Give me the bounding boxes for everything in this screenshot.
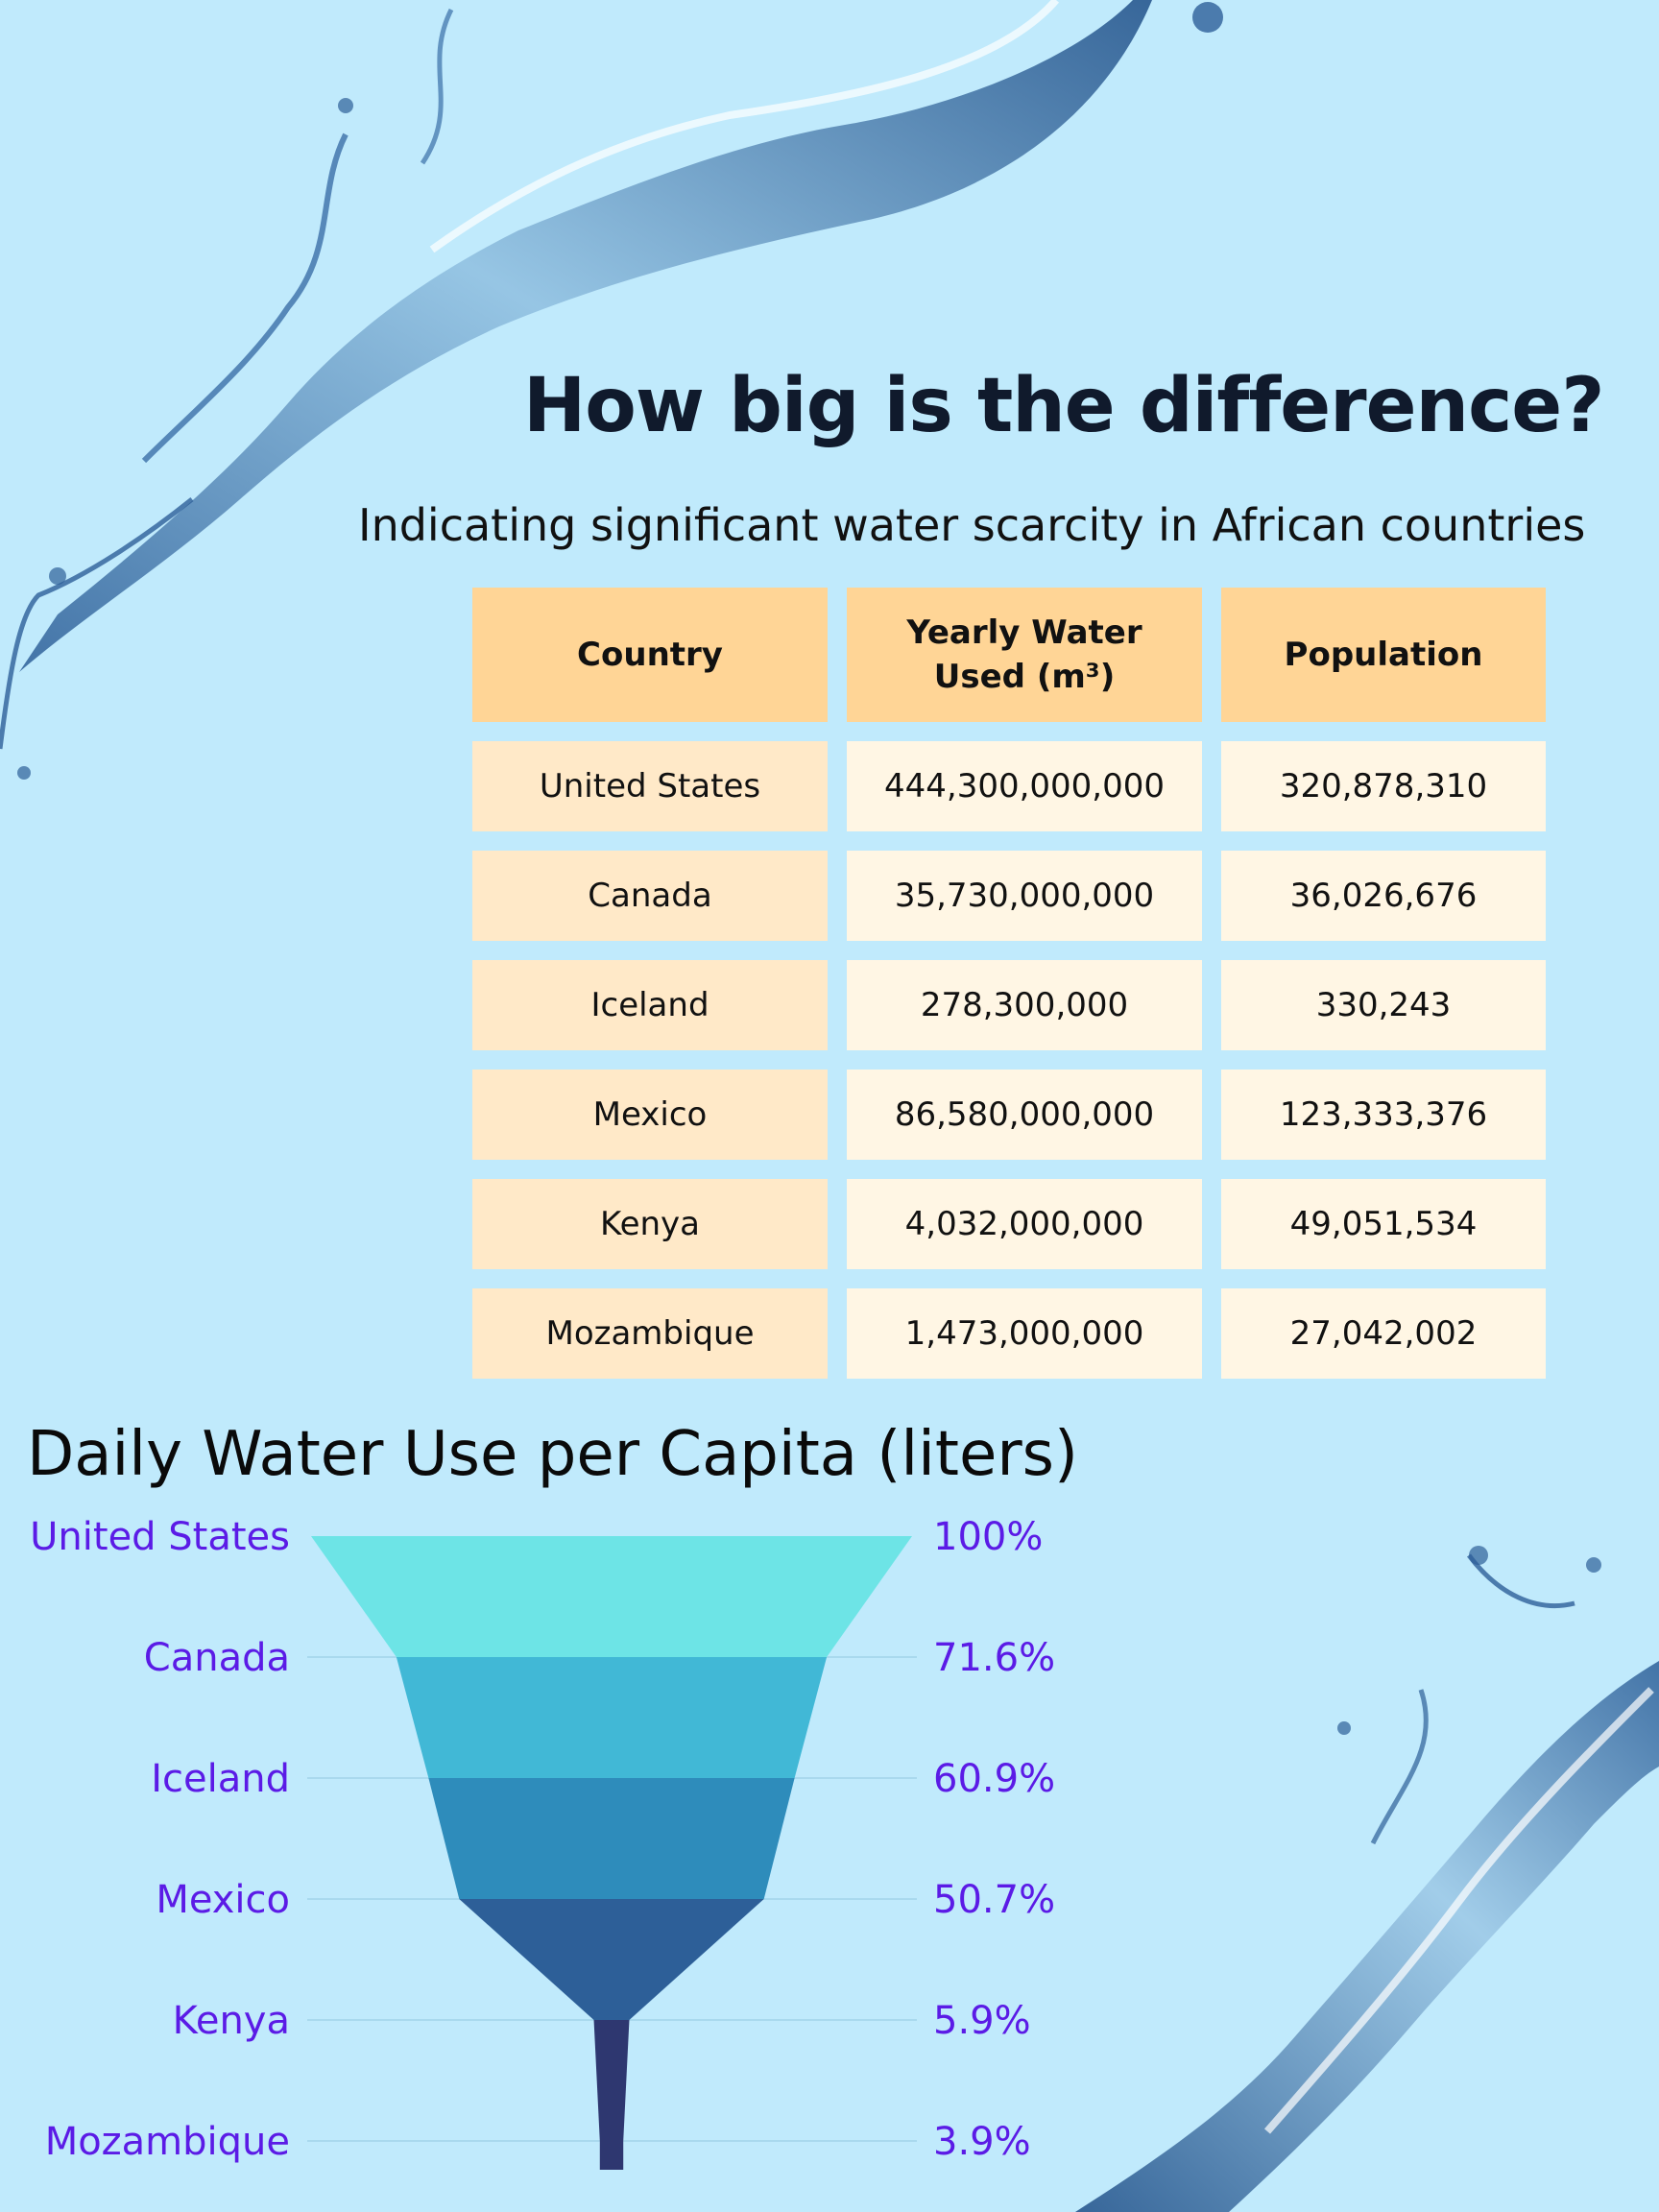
funnel-value-label: 60.9% bbox=[933, 1757, 1055, 1801]
funnel-value-label: 100% bbox=[933, 1515, 1043, 1559]
funnel-value-label: 50.7% bbox=[933, 1878, 1055, 1922]
table-cell-population: 320,878,310 bbox=[1221, 741, 1546, 831]
funnel-value-label: 3.9% bbox=[933, 2120, 1031, 2164]
table-cell-water-used: 35,730,000,000 bbox=[847, 851, 1202, 941]
funnel-category-label: Kenya bbox=[173, 1999, 290, 2043]
funnel-segment-united-states bbox=[311, 1536, 912, 1657]
table-cell-population: 27,042,002 bbox=[1221, 1288, 1546, 1379]
table-header-country: Country bbox=[472, 588, 828, 722]
table-cell-water-used: 444,300,000,000 bbox=[847, 741, 1202, 831]
funnel-category-label: Iceland bbox=[151, 1757, 290, 1801]
table-cell-population: 123,333,376 bbox=[1221, 1070, 1546, 1160]
table-cell-country: Iceland bbox=[472, 960, 828, 1050]
funnel-segment-mexico bbox=[459, 1899, 764, 2020]
table-cell-water-used: 1,473,000,000 bbox=[847, 1288, 1202, 1379]
funnel-segment-kenya bbox=[593, 2020, 630, 2141]
table-cell-country: United States bbox=[472, 741, 828, 831]
table-cell-population: 49,051,534 bbox=[1221, 1179, 1546, 1269]
funnel-category-label: Canada bbox=[144, 1636, 290, 1680]
page-title: How big is the difference? bbox=[523, 363, 1604, 449]
funnel-category-label: Mozambique bbox=[45, 2120, 290, 2164]
funnel-chart: United States 100% Canada 71.6% Iceland 60.9%… bbox=[30, 1515, 1055, 2170]
funnel-segment-iceland bbox=[428, 1778, 795, 1899]
table-cell-water-used: 86,580,000,000 bbox=[847, 1070, 1202, 1160]
table-cell-water-used: 278,300,000 bbox=[847, 960, 1202, 1050]
table-cell-country: Canada bbox=[472, 851, 828, 941]
funnel-value-label: 71.6% bbox=[933, 1636, 1055, 1680]
funnel-category-label: United States bbox=[30, 1515, 290, 1559]
table-cell-country: Kenya bbox=[472, 1179, 828, 1269]
page-subtitle: Indicating significant water scarcity in… bbox=[358, 499, 1586, 551]
funnel-segment-mozambique bbox=[599, 2141, 624, 2170]
table-header-water-used: Yearly Water Used (m³) bbox=[847, 588, 1202, 722]
chart-title: Daily Water Use per Capita (liters) bbox=[27, 1419, 1078, 1490]
table-cell-population: 36,026,676 bbox=[1221, 851, 1546, 941]
funnel-category-label: Mexico bbox=[156, 1878, 290, 1922]
table-cell-population: 330,243 bbox=[1221, 960, 1546, 1050]
funnel-segment-canada bbox=[396, 1657, 828, 1778]
table-cell-country: Mexico bbox=[472, 1070, 828, 1160]
table-cell-water-used: 4,032,000,000 bbox=[847, 1179, 1202, 1269]
funnel-value-label: 5.9% bbox=[933, 1999, 1031, 2043]
table-header-population: Population bbox=[1221, 588, 1546, 722]
table-cell-country: Mozambique bbox=[472, 1288, 828, 1379]
